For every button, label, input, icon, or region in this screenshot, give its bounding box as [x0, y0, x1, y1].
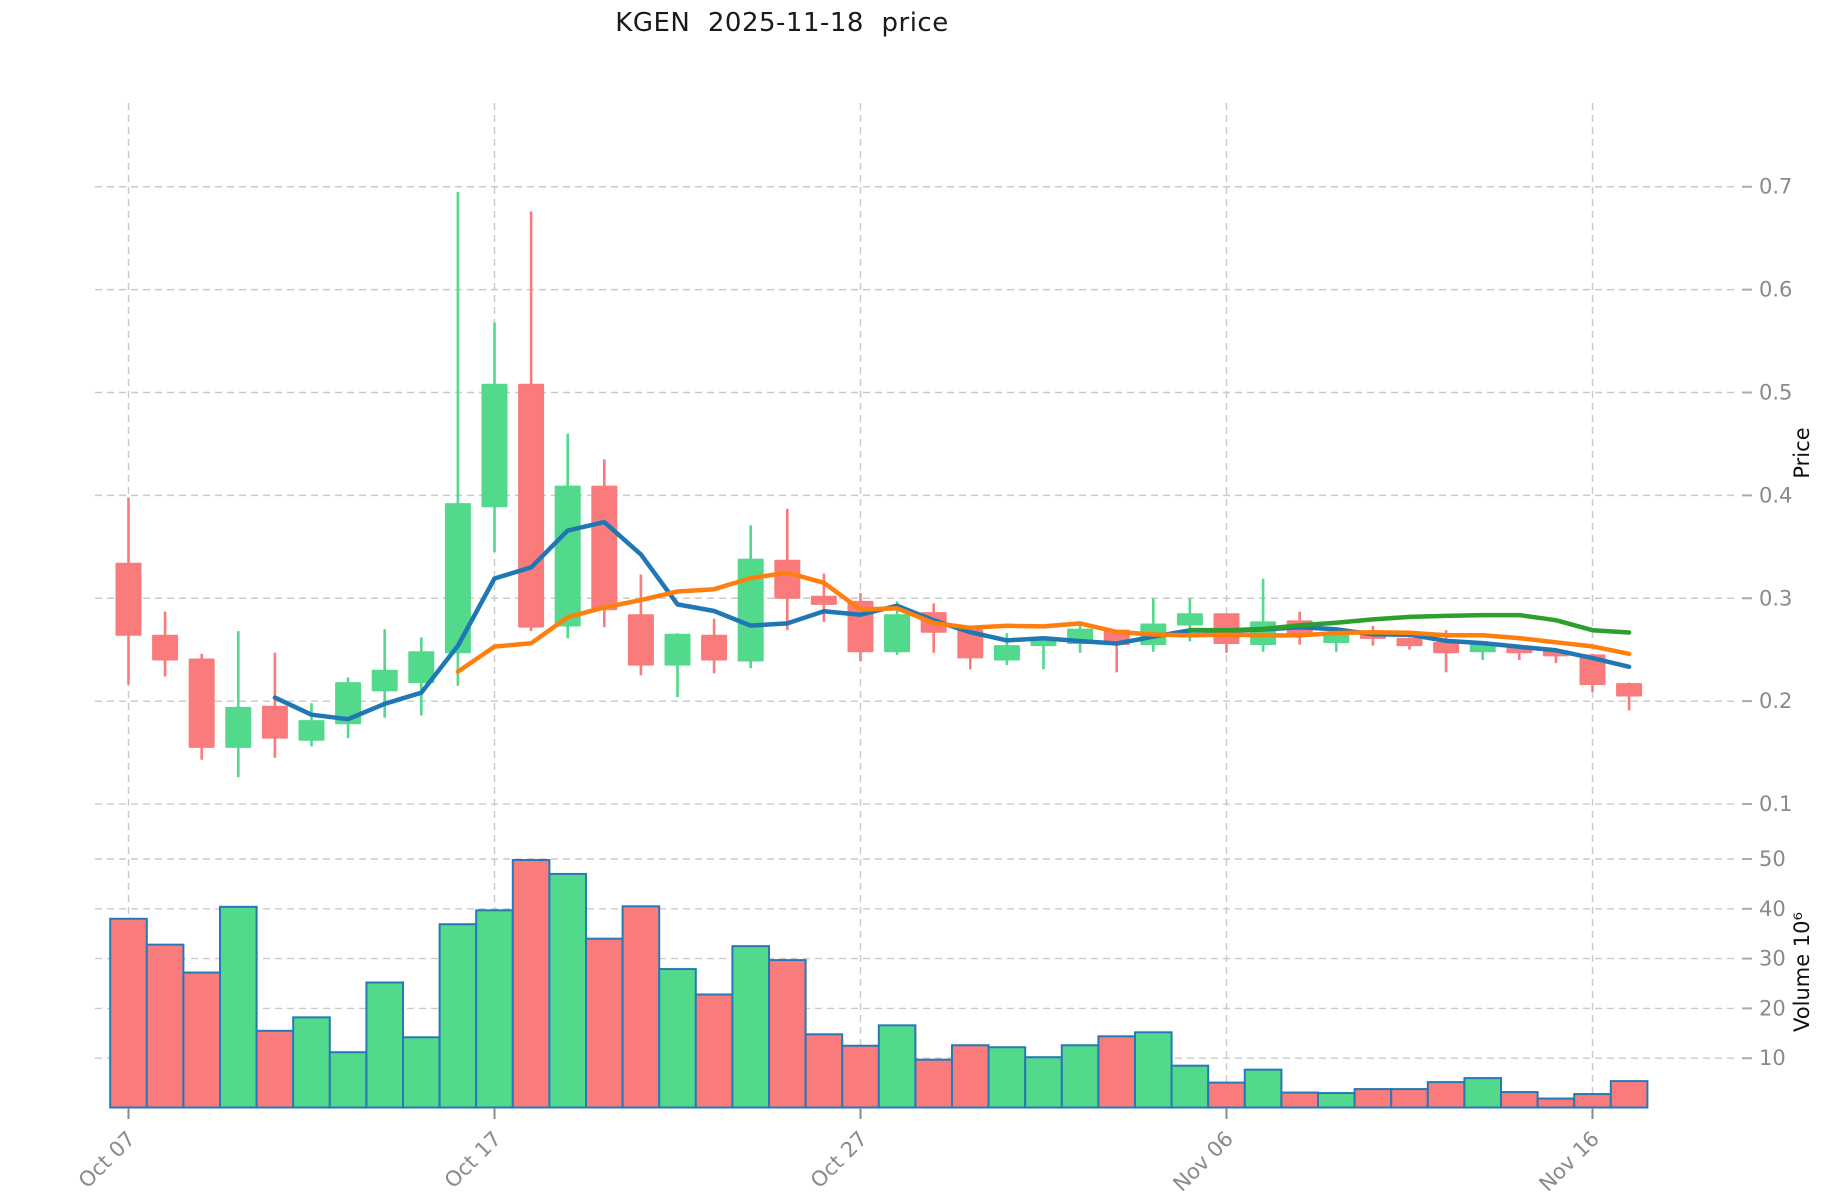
volume-bar — [182, 971, 221, 1109]
volume-bar — [1060, 1044, 1100, 1109]
candle-body-down — [1396, 637, 1423, 647]
price-tick-label: 0.5 — [1759, 381, 1792, 405]
candle-body-down — [774, 559, 801, 599]
volume-bar — [1609, 1080, 1649, 1109]
price-tick-label: 0.1 — [1759, 792, 1792, 816]
candle-body-down — [1433, 641, 1460, 654]
volume-bar — [365, 981, 404, 1109]
candle-body-up — [481, 383, 508, 508]
volume-bar — [402, 1036, 441, 1109]
candle-body-up — [408, 651, 435, 684]
ma30-line — [1187, 612, 1632, 635]
date-tick-label: Oct 07 — [74, 1127, 140, 1193]
volume-bar — [1426, 1081, 1466, 1109]
volume-tick-label: 20 — [1759, 996, 1786, 1020]
volume-bar — [768, 959, 807, 1109]
volume-bar — [1280, 1091, 1320, 1109]
price-tick-label: 0.6 — [1759, 278, 1792, 302]
chart-title: KGEN 2025-11-18 price — [615, 8, 949, 38]
volume-bar — [475, 909, 514, 1109]
volume-bar — [109, 917, 148, 1109]
price-tick-label: 0.7 — [1759, 175, 1792, 199]
volume-bar — [219, 905, 258, 1109]
candle-body-up — [664, 633, 691, 666]
volume-bar — [621, 905, 661, 1109]
ma5-line — [272, 519, 1632, 722]
date-tick-label: Oct 27 — [806, 1127, 872, 1193]
volume-bar — [1317, 1092, 1356, 1109]
candle-body-down — [261, 705, 288, 739]
candle-body-up — [993, 645, 1020, 661]
volume-bar — [292, 1016, 331, 1109]
candle-body-down — [188, 658, 215, 748]
volume-bar — [731, 945, 771, 1109]
date-tick-label: Oct 17 — [440, 1127, 506, 1193]
volume-bar — [1134, 1031, 1173, 1109]
candle-body-up — [444, 503, 471, 654]
price-tick-label: 0.3 — [1759, 586, 1792, 610]
candle-body-down — [810, 595, 837, 605]
volume-bar — [1463, 1077, 1503, 1109]
candle-body-up — [737, 558, 764, 662]
volume-bar — [951, 1044, 990, 1109]
volume-bar — [1390, 1088, 1429, 1109]
candle-body-up — [335, 682, 362, 725]
volume-bar — [877, 1024, 917, 1109]
volume-bar — [255, 1029, 295, 1109]
volume-bar — [1170, 1064, 1210, 1109]
candle-body-down — [627, 614, 654, 666]
candle-body-up — [1176, 613, 1203, 626]
price-tick-label: 0.2 — [1759, 689, 1792, 713]
volume-bar — [841, 1044, 880, 1109]
volume-bar — [1207, 1081, 1246, 1109]
volume-bar — [694, 993, 734, 1109]
volume-bar — [1353, 1088, 1393, 1109]
candle-body-down — [701, 634, 728, 661]
ma10-line — [455, 570, 1632, 674]
candle-body-down — [115, 562, 142, 636]
volume-bar — [145, 943, 185, 1109]
volume-bar — [914, 1058, 954, 1109]
candle-body-down — [518, 383, 545, 628]
candle-body-up — [225, 706, 252, 748]
volume-bar — [1536, 1097, 1576, 1109]
volume-bar — [1024, 1056, 1063, 1109]
volume-tick-label: 30 — [1759, 947, 1786, 971]
date-tick-label: Nov 16 — [1534, 1127, 1604, 1197]
candle-body-up — [554, 485, 581, 627]
volume-bar — [328, 1051, 368, 1109]
date-tick-label: Nov 06 — [1168, 1127, 1238, 1197]
volume-bar — [1097, 1035, 1137, 1109]
candle-body-up — [298, 720, 325, 741]
volume-bar — [438, 923, 478, 1109]
volume-bar — [1500, 1091, 1539, 1109]
candle-body-down — [591, 485, 618, 611]
volume-tick-label: 10 — [1759, 1046, 1786, 1070]
price-tick-label: 0.4 — [1759, 483, 1792, 507]
candle-body-up — [371, 669, 398, 692]
candle-body-up — [884, 614, 911, 653]
candle-body-down — [1579, 654, 1606, 686]
candle-body-up — [1030, 639, 1057, 647]
volume-tick-label: 40 — [1759, 897, 1786, 921]
volume-bar — [1573, 1093, 1612, 1109]
volume-bar — [987, 1046, 1027, 1109]
volume-bar — [1243, 1068, 1283, 1109]
volume-bar — [585, 937, 624, 1109]
volume-bar — [658, 968, 697, 1109]
volume-bar — [511, 858, 551, 1109]
volume-bar — [548, 872, 588, 1109]
volume-bar — [804, 1033, 844, 1109]
candle-body-down — [1616, 683, 1643, 697]
candle-body-down — [152, 634, 179, 661]
volume-tick-label: 50 — [1759, 847, 1786, 871]
